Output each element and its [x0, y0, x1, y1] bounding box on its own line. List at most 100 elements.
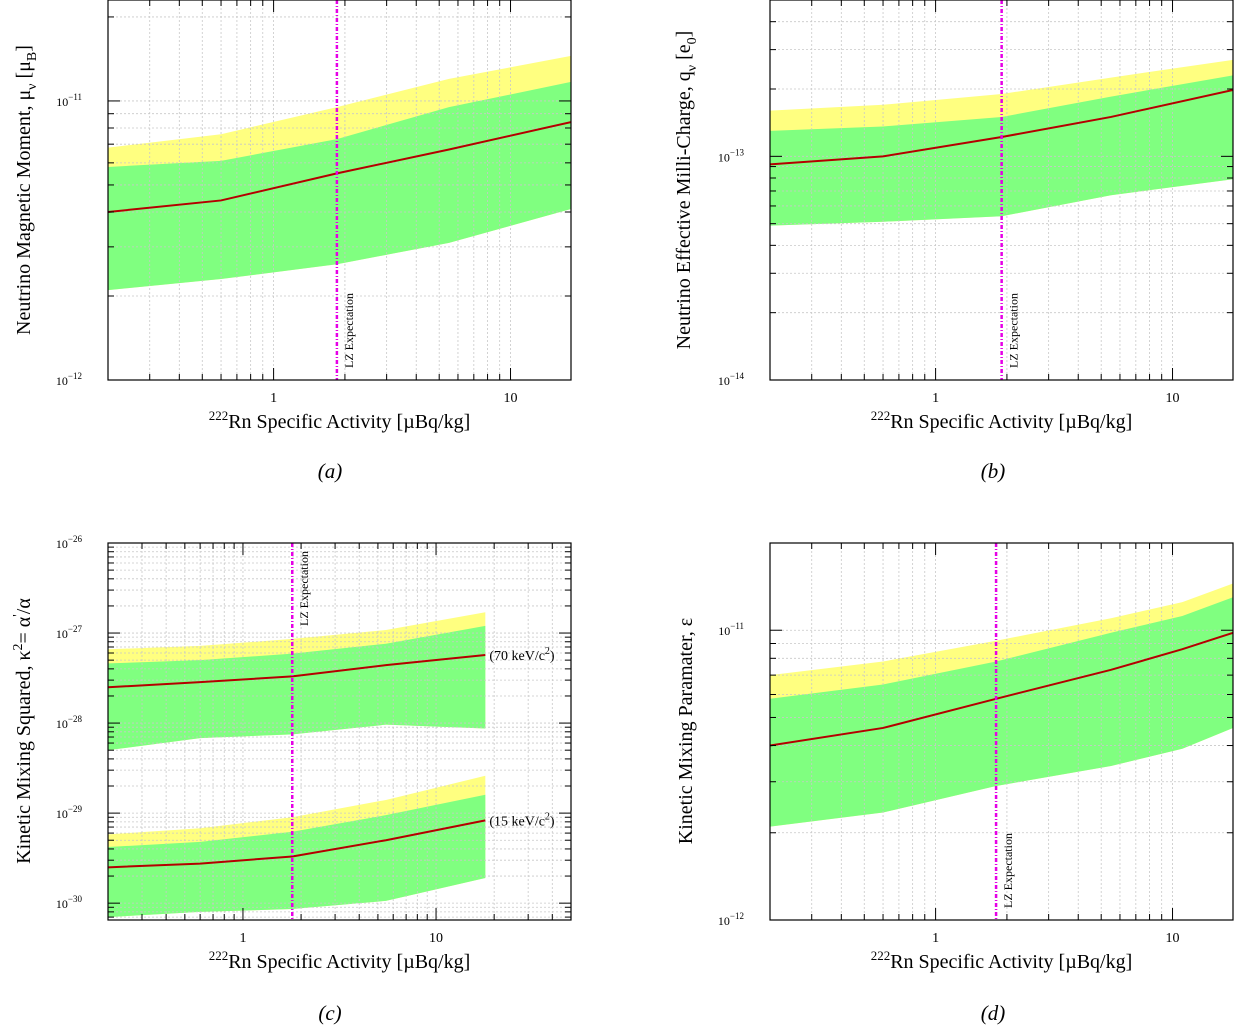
- y-axis-label-text: Kinetic Mixing Squared, κ: [13, 650, 35, 863]
- y-tick-exponent: −14: [730, 371, 745, 381]
- plot-area: [108, 543, 571, 920]
- x-axis-label: 222Rn Specific Activity [µBq/kg]: [209, 948, 471, 973]
- x-axis-label-sup: 222: [209, 948, 229, 963]
- plot-area: [108, 0, 571, 380]
- y-tick-label: 10−26: [56, 534, 83, 551]
- median-line-0: [770, 631, 1233, 747]
- x-tick-label: 10: [429, 931, 443, 946]
- y-tick-base: 10: [718, 150, 730, 164]
- x-axis-label: 222Rn Specific Activity [µBq/kg]: [209, 408, 471, 433]
- plot-area: [770, 543, 1233, 920]
- plot-frame: [769, 542, 1234, 921]
- x-tick-label: 10: [1166, 931, 1180, 946]
- series-label-end: ): [550, 649, 555, 664]
- x-tick-label: 1: [239, 931, 246, 946]
- y-axis-label: Kinetic Mixing Squared, κ2= α'/α: [11, 598, 35, 864]
- y-axis-label-end: /α: [13, 598, 35, 615]
- y-tick-exponent: −29: [68, 804, 83, 814]
- y-tick-base: 10: [718, 374, 730, 388]
- y-tick-label: 10−11: [56, 92, 82, 109]
- median-line-0: [108, 654, 486, 689]
- green-band-0: [770, 597, 1233, 827]
- y-axis-label-text: Neutrino Effective Milli-Charge, q: [673, 71, 695, 349]
- y-axis-label-text: Neutrino Magnetic Moment, μ: [13, 90, 35, 335]
- y-tick-exponent: −11: [68, 92, 82, 102]
- x-axis-label-text: Rn Specific Activity [µBq/kg]: [890, 951, 1132, 973]
- y-tick-base: 10: [56, 374, 68, 388]
- y-tick-base: 10: [56, 627, 68, 641]
- green-band-0: [108, 81, 571, 291]
- y-axis-label-tail: = α: [13, 616, 35, 643]
- x-tick-label: 1: [932, 391, 939, 406]
- x-axis-label-text: Rn Specific Activity [µBq/kg]: [228, 411, 470, 433]
- caption-d: (d): [980, 1001, 1006, 1025]
- green-band-0: [108, 625, 486, 751]
- y-axis-label-tail: [μ: [13, 61, 35, 83]
- caption-c: (c): [318, 1001, 342, 1025]
- plot-frame: [107, 542, 572, 921]
- y-tick-base: 10: [56, 807, 68, 821]
- y-tick-exponent: −11: [730, 621, 744, 631]
- series-label-1: (15 keV/c2): [489, 811, 555, 829]
- y-tick-label: 10−27: [56, 624, 83, 641]
- series-label-sup: 2: [545, 811, 550, 822]
- y-tick-label: 10−14: [718, 371, 745, 388]
- y-axis-label-sub: ν: [25, 83, 40, 89]
- y-axis-label: Neutrino Magnetic Moment, μν [μB]: [13, 45, 40, 335]
- x-tick-label: 10: [504, 391, 518, 406]
- lz-annotation: LZ Expectation: [297, 551, 311, 626]
- caption-a: (a): [317, 459, 343, 483]
- x-axis-label-sup: 222: [209, 408, 229, 423]
- y-tick-exponent: −12: [730, 911, 744, 921]
- y-tick-exponent: −13: [730, 147, 745, 157]
- y-tick-exponent: −26: [68, 534, 83, 544]
- y-axis-label: Kinetic Mixing Paramater, ε: [675, 618, 697, 844]
- y-axis-label-end: ]: [673, 31, 695, 38]
- y-tick-exponent: −30: [68, 894, 83, 904]
- x-tick-label: 10: [1166, 391, 1180, 406]
- y-axis-label-end: ]: [13, 45, 35, 52]
- y-axis-label-sub: ν: [685, 65, 700, 71]
- y-tick-base: 10: [718, 624, 730, 638]
- lz-annotation: LZ Expectation: [1001, 833, 1015, 908]
- y-tick-base: 10: [56, 537, 68, 551]
- y-tick-label: 10−28: [56, 714, 83, 731]
- y-axis-label-text: Kinetic Mixing Paramater, ε: [675, 618, 697, 844]
- series-label-0: (70 keV/c2): [489, 646, 555, 664]
- x-axis-label: 222Rn Specific Activity [µBq/kg]: [871, 948, 1133, 973]
- y-axis-label-sup: 2: [11, 643, 26, 650]
- y-tick-exponent: −27: [68, 624, 83, 634]
- plot-frame: [769, 0, 1234, 381]
- y-tick-label: 10−12: [718, 911, 744, 928]
- series-label-text: (70 keV/c: [489, 649, 545, 664]
- caption-b: (b): [980, 459, 1006, 483]
- lz-annotation: LZ Expectation: [1007, 293, 1021, 368]
- lz-annotation: LZ Expectation: [342, 293, 356, 368]
- y-tick-base: 10: [56, 717, 68, 731]
- y-tick-label: 10−11: [718, 621, 744, 638]
- x-axis-label-text: Rn Specific Activity [µBq/kg]: [228, 951, 470, 973]
- y-tick-base: 10: [56, 897, 68, 911]
- y-axis-label-tail-sub: 0: [685, 37, 700, 44]
- y-tick-label: 10−13: [718, 147, 745, 164]
- x-axis-label-text: Rn Specific Activity [µBq/kg]: [890, 411, 1132, 433]
- y-tick-label: 10−29: [56, 804, 83, 821]
- series-label-sup: 2: [545, 646, 550, 657]
- x-axis-label: 222Rn Specific Activity [µBq/kg]: [871, 408, 1133, 433]
- x-axis-label-sup: 222: [871, 948, 891, 963]
- y-tick-label: 10−12: [56, 371, 82, 388]
- x-tick-label: 1: [270, 391, 277, 406]
- y-axis-label-tail-sup: ': [11, 614, 26, 617]
- y-tick-label: 10−30: [56, 894, 83, 911]
- y-axis-label-tail-sub: B: [25, 52, 40, 61]
- y-axis-label: Neutrino Effective Milli-Charge, qν [e0]: [673, 31, 700, 350]
- y-tick-base: 10: [718, 914, 730, 928]
- y-axis-label-tail: [e: [673, 44, 695, 65]
- y-tick-exponent: −28: [68, 714, 83, 724]
- series-label-text: (15 keV/c: [489, 814, 545, 829]
- y-tick-base: 10: [56, 95, 68, 109]
